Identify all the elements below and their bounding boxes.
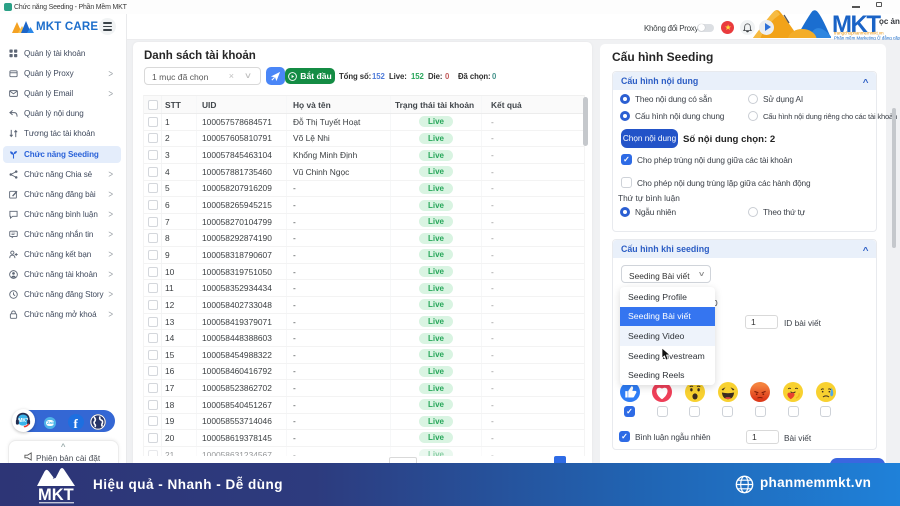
svg-text:MKT: MKT	[18, 418, 29, 424]
svg-text:Phần mềm Marketing Ở đẳng cấp: Phần mềm Marketing Ở đẳng cấp	[834, 35, 900, 40]
svg-text:MKT: MKT	[38, 486, 74, 504]
svg-text:MKT: MKT	[832, 11, 881, 38]
svg-text:trangchuphanmemmkt.vn: trangchuphanmemmkt.vn	[834, 31, 884, 36]
